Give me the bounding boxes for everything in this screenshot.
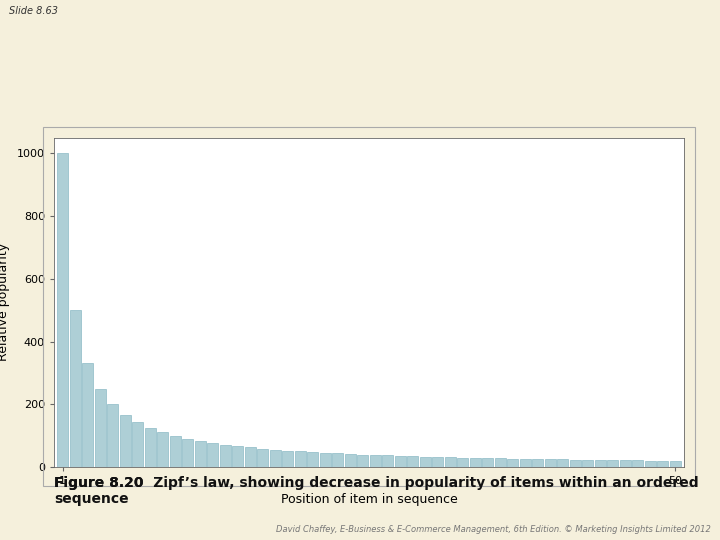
Bar: [270, 450, 281, 467]
Bar: [220, 445, 230, 467]
Bar: [58, 153, 68, 467]
Bar: [333, 454, 343, 467]
Bar: [357, 455, 368, 467]
Bar: [182, 438, 193, 467]
Text: Figure 8.20  Zipf’s law, showing decrease in popularity of items within an order: Figure 8.20 Zipf’s law, showing decrease…: [54, 476, 698, 507]
Bar: [233, 446, 243, 467]
Bar: [307, 452, 318, 467]
Bar: [345, 454, 356, 467]
Bar: [320, 453, 330, 467]
Bar: [158, 432, 168, 467]
Bar: [370, 455, 381, 467]
Bar: [395, 456, 405, 467]
Bar: [132, 422, 143, 467]
Bar: [608, 460, 618, 467]
Bar: [670, 461, 680, 467]
X-axis label: Position of item in sequence: Position of item in sequence: [281, 493, 457, 506]
Bar: [445, 457, 456, 467]
Bar: [207, 443, 218, 467]
Text: Slide 8.63: Slide 8.63: [9, 6, 58, 17]
Bar: [295, 451, 305, 467]
Bar: [245, 448, 256, 467]
Y-axis label: Relative popularity: Relative popularity: [0, 244, 10, 361]
Bar: [582, 460, 593, 467]
Bar: [120, 415, 130, 467]
Bar: [408, 456, 418, 467]
Bar: [545, 459, 556, 467]
Bar: [70, 310, 81, 467]
Bar: [107, 404, 118, 467]
Bar: [495, 458, 505, 467]
Bar: [145, 428, 156, 467]
Bar: [620, 460, 631, 467]
Bar: [557, 460, 568, 467]
Bar: [508, 458, 518, 467]
Bar: [645, 461, 656, 467]
Bar: [382, 455, 393, 467]
Bar: [482, 458, 493, 467]
Text: Figure 8.20: Figure 8.20: [54, 476, 153, 490]
Bar: [420, 457, 431, 467]
Bar: [632, 461, 643, 467]
Bar: [570, 460, 580, 467]
Bar: [520, 459, 531, 467]
Bar: [282, 450, 293, 467]
Bar: [170, 436, 181, 467]
Bar: [532, 459, 543, 467]
Bar: [657, 461, 668, 467]
Bar: [595, 460, 606, 467]
Text: David Chaffey, E-Business & E-Commerce Management, 6th Edition. © Marketing Insi: David Chaffey, E-Business & E-Commerce M…: [276, 524, 711, 534]
Bar: [433, 457, 443, 467]
Bar: [95, 389, 106, 467]
Bar: [82, 362, 93, 467]
Bar: [457, 457, 468, 467]
Bar: [195, 441, 206, 467]
Bar: [258, 449, 268, 467]
Bar: [470, 458, 480, 467]
